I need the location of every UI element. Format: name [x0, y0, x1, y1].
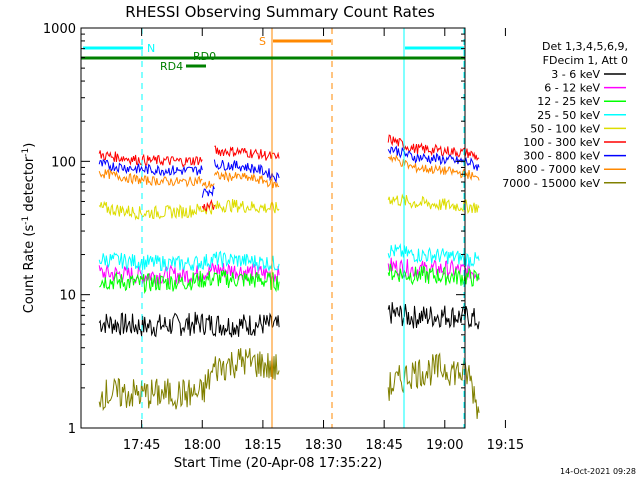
- series-line-100-300-keV: [387, 134, 480, 161]
- legend-header-line-2: FDecim 1, Att 0: [543, 54, 628, 67]
- x-tick-label: 18:30: [305, 438, 342, 453]
- series-line-12-25-keV: [99, 270, 280, 294]
- y-axis-label-sup1: -1: [21, 216, 31, 225]
- legend-entry-label: 300 - 800 keV: [523, 150, 600, 163]
- y-tick-label: 1: [68, 422, 76, 437]
- series-line-6-12-keV: [98, 262, 280, 287]
- series-line-100-300-keV: [214, 145, 280, 161]
- y-axis-ticks: 1 10 100 1000: [43, 22, 465, 437]
- series-line-6-12-keV: [387, 257, 480, 281]
- x-axis-ticks: 17:45 18:00 18:15 18:30 18:45 19:00 19:15: [123, 28, 524, 453]
- x-tick-label: 18:45: [365, 438, 402, 453]
- series-line-7000-15000-keV: [98, 348, 280, 412]
- generation-timestamp: 14-Oct-2021 09:28: [560, 467, 636, 476]
- legend-entry-label: 3 - 6 keV: [551, 68, 600, 81]
- x-tick-label: 18:15: [244, 438, 281, 453]
- x-axis-label: Start Time (20-Apr-08 17:35:22): [174, 456, 382, 471]
- series-line-25-50-keV: [98, 250, 280, 273]
- x-tick-label: 19:00: [426, 438, 463, 453]
- series-line-300-800-keV: [98, 159, 203, 177]
- x-tick-label: 19:15: [487, 438, 524, 453]
- y-axis-label: Count Rate (s-1 detector-1): [21, 143, 37, 314]
- plot-frame: [80, 27, 466, 429]
- legend-entry-label: 100 - 300 keV: [523, 136, 600, 149]
- series-line-100-300-keV: [201, 198, 215, 212]
- series-line-800-7000-keV: [213, 170, 280, 189]
- y-axis-label-mid: detector: [22, 156, 37, 216]
- series-line-800-7000-keV: [387, 154, 480, 181]
- y-axis-label-sup2: -1: [21, 148, 31, 157]
- night-label: N: [147, 42, 155, 55]
- series-line-800-7000-keV: [201, 180, 215, 190]
- y-tick-label: 100: [51, 155, 76, 170]
- series-line-300-800-keV: [201, 184, 215, 198]
- series-line-100-300-keV: [98, 150, 203, 168]
- series-line-3-6-keV: [98, 311, 280, 338]
- chart-title: RHESSI Observing Summary Count Rates: [125, 3, 435, 21]
- legend: Det 1,3,4,5,6,9, FDecim 1, Att 0 3 - 6 k…: [502, 40, 628, 190]
- rd0-label: RD0: [193, 50, 216, 63]
- y-tick-label: 1000: [43, 22, 76, 37]
- series-line-800-7000-keV: [98, 168, 203, 188]
- series-layer: [98, 134, 480, 419]
- legend-entry-label: 50 - 100 keV: [530, 122, 600, 135]
- legend-entry-label: 6 - 12 keV: [544, 82, 600, 95]
- legend-entry-label: 800 - 7000 keV: [516, 163, 600, 176]
- series-line-300-800-keV: [213, 159, 280, 184]
- x-tick-label: 17:45: [123, 438, 160, 453]
- y-axis-label-main: Count Rate (s: [22, 225, 37, 314]
- legend-entry-label: 25 - 50 keV: [537, 109, 600, 122]
- x-tick-label: 18:00: [184, 438, 221, 453]
- series-line-50-100-keV: [387, 193, 480, 215]
- saa-label: S: [259, 35, 266, 48]
- legend-entry-label: 7000 - 15000 keV: [502, 177, 600, 190]
- rd4-label: RD4: [160, 60, 183, 73]
- legend-header-line-1: Det 1,3,4,5,6,9,: [542, 40, 628, 53]
- y-axis-label-end: ): [22, 143, 37, 148]
- legend-entry-label: 12 - 25 keV: [537, 95, 600, 108]
- y-tick-label: 10: [59, 289, 76, 304]
- series-line-50-100-keV: [98, 198, 280, 221]
